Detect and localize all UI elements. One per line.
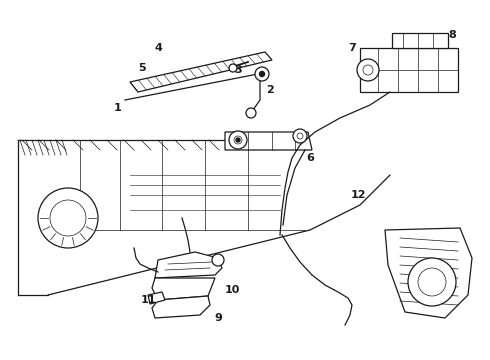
Polygon shape (155, 252, 222, 278)
Text: 7: 7 (348, 43, 356, 53)
Polygon shape (152, 278, 215, 300)
Circle shape (38, 188, 98, 248)
Circle shape (236, 138, 240, 142)
Text: 10: 10 (224, 285, 240, 295)
Circle shape (246, 108, 256, 118)
Circle shape (260, 72, 265, 77)
Circle shape (229, 64, 237, 72)
Text: 5: 5 (138, 63, 146, 73)
Circle shape (363, 65, 373, 75)
Polygon shape (392, 33, 448, 48)
Circle shape (255, 67, 269, 81)
Text: 9: 9 (214, 313, 222, 323)
Text: 6: 6 (306, 153, 314, 163)
Polygon shape (130, 52, 272, 92)
Circle shape (293, 129, 307, 143)
Polygon shape (360, 48, 458, 92)
Circle shape (50, 200, 86, 236)
Text: 3: 3 (234, 65, 242, 75)
Circle shape (297, 133, 303, 139)
Polygon shape (385, 228, 472, 318)
Text: 8: 8 (448, 30, 456, 40)
Circle shape (408, 258, 456, 306)
Circle shape (212, 254, 224, 266)
Text: 12: 12 (350, 190, 366, 200)
Circle shape (234, 136, 242, 144)
Polygon shape (152, 296, 210, 318)
Text: 4: 4 (154, 43, 162, 53)
Circle shape (418, 268, 446, 296)
Circle shape (229, 131, 247, 149)
Circle shape (357, 59, 379, 81)
Polygon shape (225, 132, 312, 150)
Polygon shape (148, 292, 165, 304)
Text: 2: 2 (266, 85, 274, 95)
Text: 1: 1 (114, 103, 122, 113)
Text: 11: 11 (140, 295, 156, 305)
